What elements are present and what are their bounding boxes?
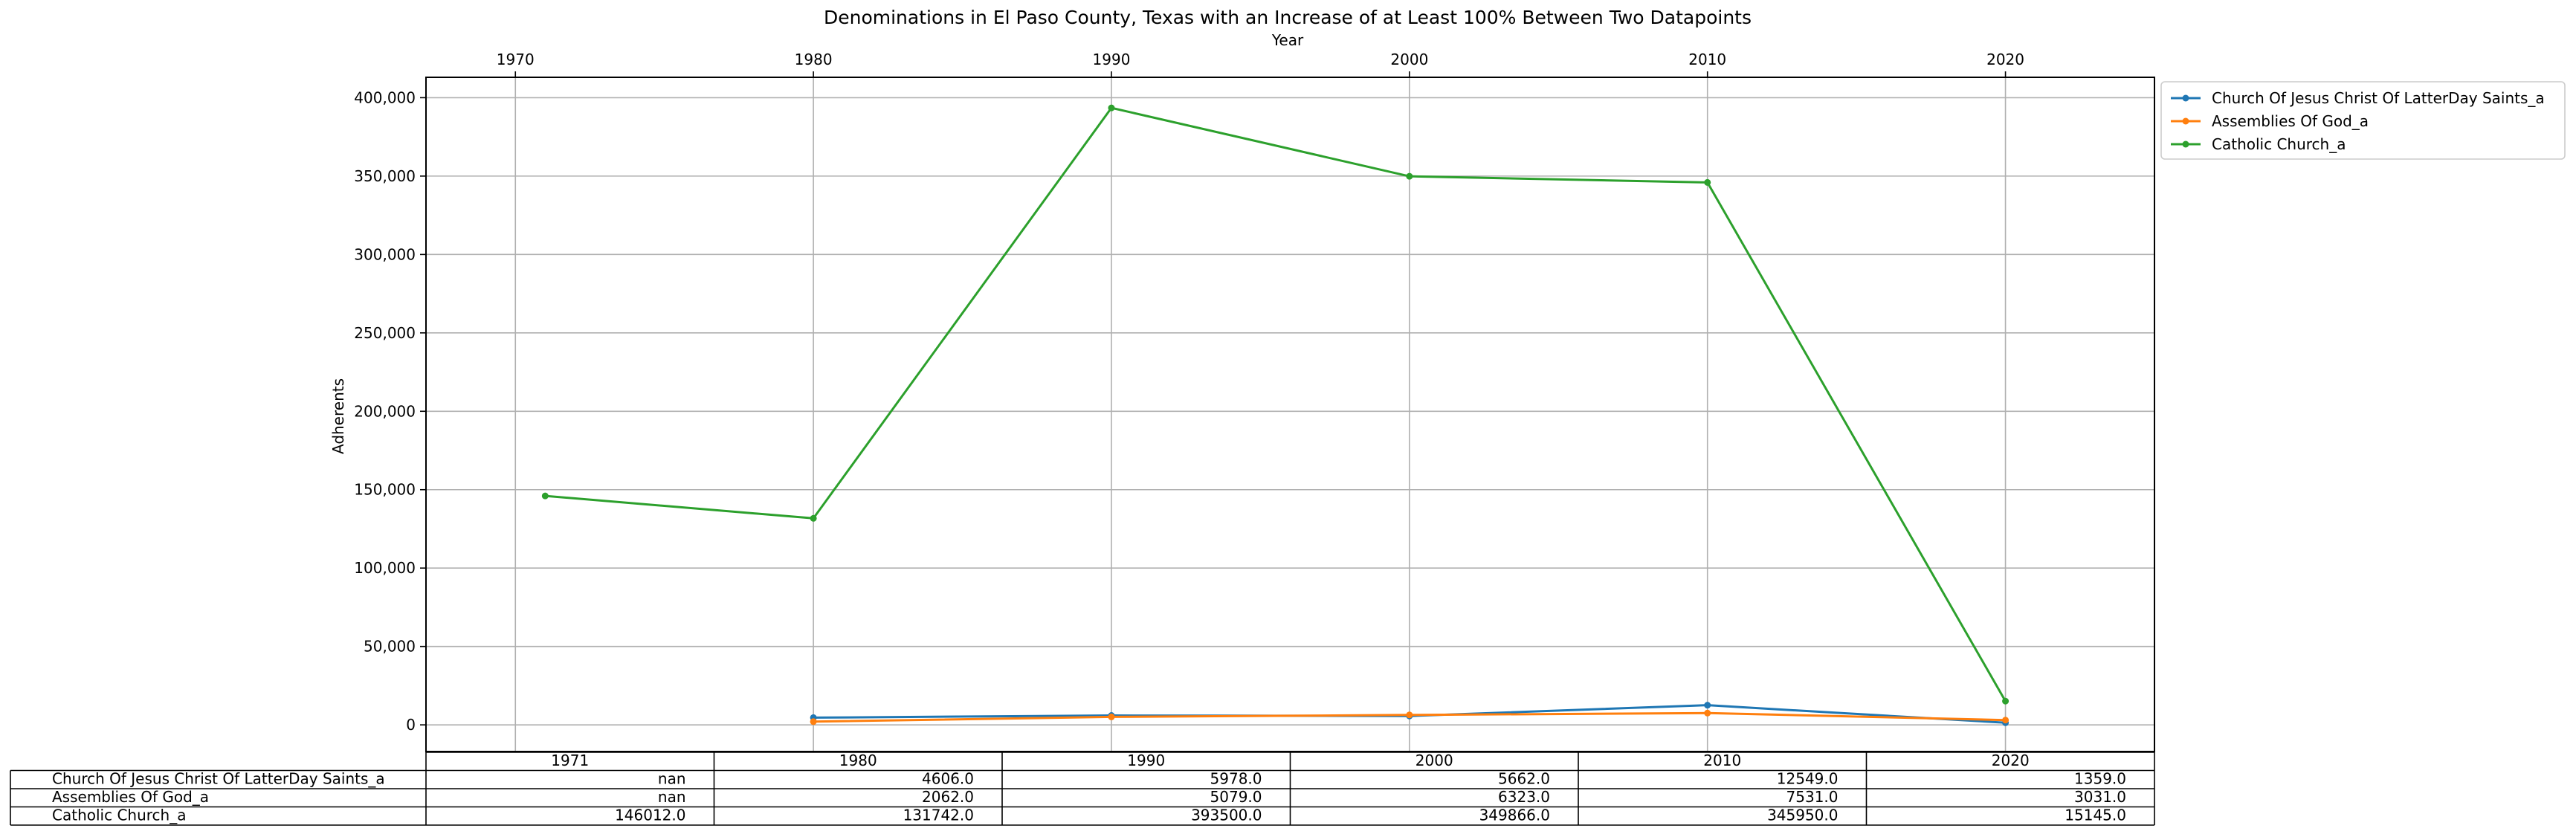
table-cell: 5079.0 xyxy=(1210,788,1262,806)
table-column-header: 1990 xyxy=(1127,752,1165,769)
grid xyxy=(426,77,2154,752)
y-axis-label: Adherents xyxy=(329,378,347,454)
x-axis-label: Year xyxy=(1271,31,1304,49)
plot-area-frame xyxy=(425,77,2155,752)
table-cell: 7531.0 xyxy=(1786,788,1839,806)
data-point xyxy=(1704,702,1711,709)
series-line xyxy=(541,104,2010,705)
data-point xyxy=(1704,709,1711,717)
data-point xyxy=(1406,711,1413,719)
table-cell: 15145.0 xyxy=(2065,807,2126,824)
y-tick-label: 100,000 xyxy=(354,559,416,577)
x-tick-label: 2000 xyxy=(1390,51,1428,68)
data-point xyxy=(1108,104,1115,112)
table-cell: 3031.0 xyxy=(2074,788,2126,806)
data-table: 1971 1980 1990 2000 2010 2020 Church Of Jesus … xyxy=(10,752,2155,826)
legend-marker xyxy=(2182,117,2189,125)
table-cell: 4606.0 xyxy=(922,770,974,788)
table-cell: 393500.0 xyxy=(1191,807,1262,824)
table-column-header: 1971 xyxy=(551,752,589,769)
y-tick-label: 150,000 xyxy=(354,481,416,499)
table-cell: 146012.0 xyxy=(615,807,685,824)
data-point xyxy=(2002,717,2010,724)
y-tick-label: 350,000 xyxy=(354,167,416,185)
data-point xyxy=(1406,172,1413,180)
data-point xyxy=(541,492,549,500)
table-row-label: Catholic Church_a xyxy=(52,807,186,824)
table-cell: 349866.0 xyxy=(1479,807,1550,824)
legend-marker xyxy=(2182,94,2189,102)
table-row-label: Assemblies Of God_a xyxy=(52,788,209,806)
y-tick-label: 0 xyxy=(406,716,416,734)
legend: Church Of Jesus Christ Of LatterDay Sain… xyxy=(2160,81,2566,160)
data-point xyxy=(1108,713,1115,720)
legend-marker xyxy=(2182,140,2189,148)
table-cell: nan xyxy=(658,788,686,806)
x-tick-label: 1970 xyxy=(497,51,535,68)
y-tick-label: 300,000 xyxy=(354,245,416,263)
x-tick-label: 2020 xyxy=(1986,51,2024,68)
data-point xyxy=(810,718,817,725)
table-cell: 12549.0 xyxy=(1777,770,1839,788)
y-tick-label: 50,000 xyxy=(364,638,416,656)
x-tick-label: 2010 xyxy=(1688,51,1726,68)
table-cell: 345950.0 xyxy=(1767,807,1838,824)
table-cell: 131742.0 xyxy=(903,807,974,824)
data-point xyxy=(810,514,817,522)
legend-label: Church Of Jesus Christ Of LatterDay Sain… xyxy=(2212,89,2545,107)
axis-ticks: 1970 1980 1990 2000 2010 2020 0 50,000 100,000 15… xyxy=(354,51,2024,734)
table-cell: 2062.0 xyxy=(922,788,974,806)
legend-label: Assemblies Of God_a xyxy=(2212,112,2369,130)
y-tick-label: 200,000 xyxy=(354,402,416,420)
table-column-header: 2010 xyxy=(1703,752,1741,769)
data-point xyxy=(1704,178,1711,186)
series-line xyxy=(810,709,2010,725)
data-point xyxy=(2002,697,2010,705)
table-cell: 6323.0 xyxy=(1498,788,1550,806)
chart-title: Denominations in El Paso County, Texas w… xyxy=(824,7,1752,28)
table-column-header: 1980 xyxy=(839,752,877,769)
y-tick-label: 400,000 xyxy=(354,88,416,106)
series-path xyxy=(545,106,2007,702)
legend-label: Catholic Church_a xyxy=(2212,135,2346,153)
y-tick-label: 250,000 xyxy=(354,324,416,342)
x-tick-label: 1980 xyxy=(795,51,833,68)
table-column-header: 2000 xyxy=(1415,752,1453,769)
table-column-header: 2020 xyxy=(1992,752,2030,769)
table-row-label: Church Of Jesus Christ Of LatterDay Sain… xyxy=(52,770,385,788)
table-cell: 5662.0 xyxy=(1498,770,1550,788)
legend-box xyxy=(2160,81,2566,160)
table-cell: nan xyxy=(658,770,686,788)
table-cell: 5978.0 xyxy=(1210,770,1262,788)
series-lines xyxy=(541,104,2010,726)
x-tick-label: 1990 xyxy=(1093,51,1131,68)
table-cell: 1359.0 xyxy=(2074,770,2126,788)
